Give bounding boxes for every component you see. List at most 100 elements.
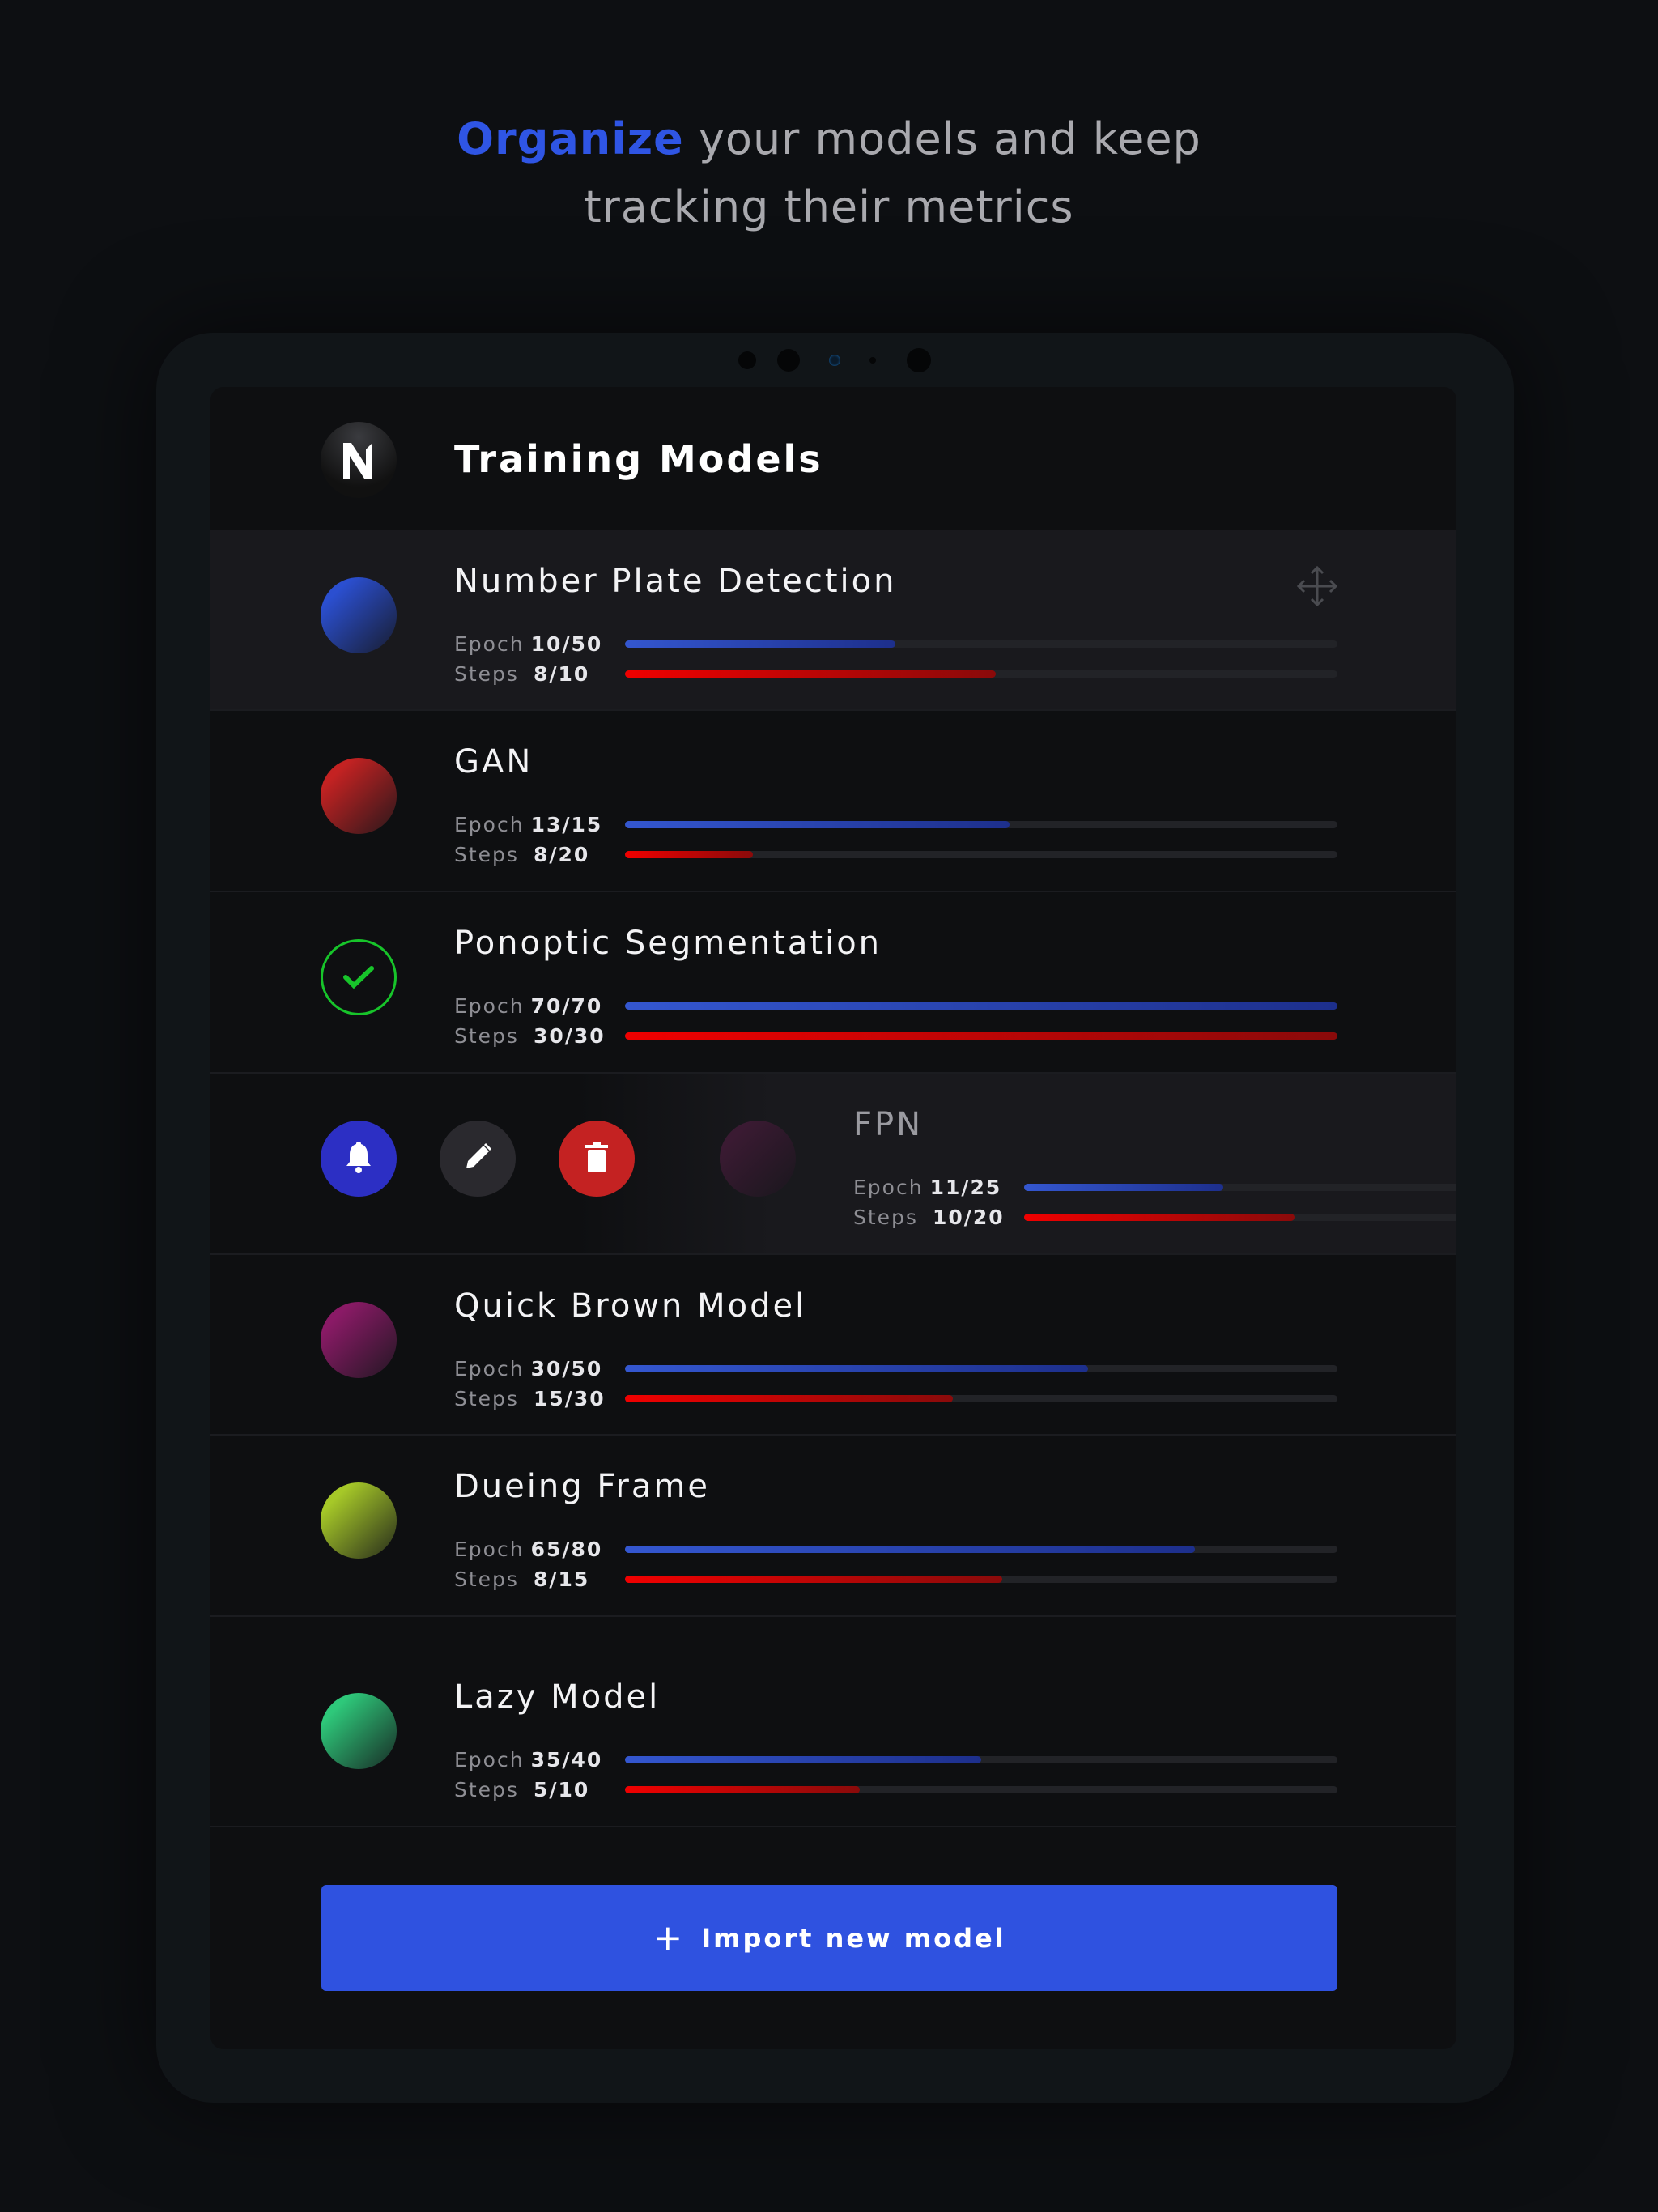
epoch-value: 35/40	[530, 1748, 603, 1772]
steps-label: Steps 8/20	[454, 843, 589, 867]
trash-action-button[interactable]	[559, 1121, 635, 1197]
epoch-text: Epoch	[454, 1357, 525, 1380]
model-avatar	[321, 1693, 397, 1769]
headline: Organize your models and keep tracking t…	[0, 105, 1658, 241]
model-avatar	[321, 1482, 397, 1559]
epoch-value: 13/15	[530, 813, 603, 836]
steps-progress-fill	[625, 1786, 861, 1793]
model-row[interactable]: Quick Brown Model Epoch 30/50 Steps 15/30	[210, 1255, 1456, 1436]
steps-progress-bar	[625, 1032, 1337, 1040]
model-name: Ponoptic Segmentation	[454, 925, 882, 962]
trash-icon	[582, 1140, 611, 1177]
epoch-progress-bar	[625, 1756, 1337, 1763]
steps-text: Steps	[454, 662, 519, 686]
epoch-label: Epoch 13/15	[454, 813, 602, 837]
bell-action-button[interactable]	[321, 1121, 397, 1197]
steps-progress-bar	[625, 1576, 1337, 1583]
completed-check-icon	[321, 939, 397, 1015]
model-row[interactable]: Dueing Frame Epoch 65/80 Steps 8/15	[210, 1436, 1456, 1617]
drag-handle-icon[interactable]	[1295, 564, 1339, 611]
plus-icon: +	[653, 1917, 686, 1959]
pencil-icon	[461, 1141, 494, 1176]
steps-progress-bar	[625, 851, 1337, 858]
epoch-value: 70/70	[530, 994, 603, 1018]
steps-label: Steps 15/30	[454, 1387, 606, 1411]
steps-progress-bar	[1024, 1214, 1456, 1221]
camera-dot	[907, 348, 931, 372]
steps-progress-bar	[625, 1786, 1337, 1793]
model-name: Dueing Frame	[454, 1468, 710, 1505]
epoch-progress-bar	[1024, 1184, 1456, 1191]
model-avatar	[720, 1121, 796, 1197]
model-name: Lazy Model	[454, 1678, 661, 1716]
epoch-progress-bar	[625, 1002, 1337, 1010]
steps-label: Steps 5/10	[454, 1778, 589, 1802]
epoch-text: Epoch	[853, 1176, 924, 1199]
epoch-progress-fill	[625, 1756, 981, 1763]
model-row[interactable]: Ponoptic Segmentation Epoch 70/70 Steps 30/3…	[210, 892, 1456, 1074]
epoch-text: Epoch	[454, 994, 525, 1018]
steps-value: 8/10	[533, 662, 590, 686]
model-name: GAN	[454, 743, 534, 781]
steps-progress-fill	[625, 1032, 1337, 1040]
page-title: Training Models	[454, 437, 823, 481]
steps-text: Steps	[454, 843, 519, 866]
headline-line1: your models and keep	[683, 113, 1201, 164]
steps-text: Steps	[853, 1206, 918, 1229]
camera-dot	[869, 357, 876, 364]
epoch-text: Epoch	[454, 813, 525, 836]
headline-line2: tracking their metrics	[584, 181, 1074, 232]
epoch-text: Epoch	[454, 1538, 525, 1561]
pencil-action-button[interactable]	[440, 1121, 516, 1197]
epoch-label: Epoch 30/50	[454, 1357, 602, 1381]
app-header: Training Models	[210, 387, 1456, 530]
model-row[interactable]: Lazy Model Epoch 35/40 Steps 5/10	[210, 1617, 1456, 1827]
steps-value: 15/30	[533, 1387, 606, 1410]
steps-label: Steps 30/30	[454, 1024, 606, 1049]
camera-dot	[738, 351, 756, 369]
camera-dot	[777, 349, 800, 372]
model-name: FPN	[853, 1106, 924, 1143]
steps-progress-fill	[625, 1395, 953, 1402]
epoch-value: 10/50	[530, 632, 603, 656]
steps-label: Steps 8/10	[454, 662, 589, 687]
logo-n-icon	[343, 443, 372, 479]
steps-text: Steps	[454, 1778, 519, 1802]
app-logo	[321, 422, 397, 498]
epoch-progress-bar	[625, 821, 1337, 828]
epoch-progress-bar	[625, 1546, 1337, 1553]
epoch-value: 11/25	[929, 1176, 1002, 1199]
steps-text: Steps	[454, 1024, 519, 1048]
steps-progress-bar	[625, 1395, 1337, 1402]
model-row[interactable]: FPN Epoch 11/25 Steps 10/20	[210, 1074, 1456, 1255]
model-name: Number Plate Detection	[454, 563, 897, 600]
steps-text: Steps	[454, 1387, 519, 1410]
headline-accent: Organize	[457, 113, 684, 164]
epoch-text: Epoch	[454, 632, 525, 656]
model-avatar	[321, 758, 397, 834]
epoch-label: Epoch 11/25	[853, 1176, 1001, 1200]
steps-progress-bar	[625, 670, 1337, 678]
steps-label: Steps 10/20	[853, 1206, 1005, 1230]
steps-value: 8/15	[533, 1568, 590, 1591]
bell-icon	[342, 1139, 375, 1178]
steps-progress-fill	[625, 1576, 1003, 1583]
epoch-progress-fill	[625, 821, 1010, 828]
epoch-label: Epoch 35/40	[454, 1748, 602, 1772]
steps-label: Steps 8/15	[454, 1568, 589, 1592]
model-row[interactable]: GAN Epoch 13/15 Steps 8/20	[210, 711, 1456, 892]
model-avatar	[321, 1302, 397, 1378]
steps-value: 5/10	[533, 1778, 590, 1802]
epoch-text: Epoch	[454, 1748, 525, 1772]
steps-progress-fill	[1024, 1214, 1295, 1221]
epoch-label: Epoch 10/50	[454, 632, 602, 657]
steps-value: 30/30	[533, 1024, 606, 1048]
camera-lens	[829, 355, 840, 366]
import-model-button[interactable]: + Import new model	[321, 1885, 1337, 1991]
epoch-label: Epoch 70/70	[454, 994, 602, 1019]
epoch-progress-fill	[625, 1365, 1088, 1372]
app-screen: Training Models Number Plate Detection Ep…	[210, 387, 1456, 2049]
epoch-progress-fill	[1024, 1184, 1224, 1191]
steps-value: 10/20	[932, 1206, 1005, 1229]
model-row[interactable]: Number Plate Detection Epoch 10/50 Steps 8/1…	[210, 530, 1456, 711]
